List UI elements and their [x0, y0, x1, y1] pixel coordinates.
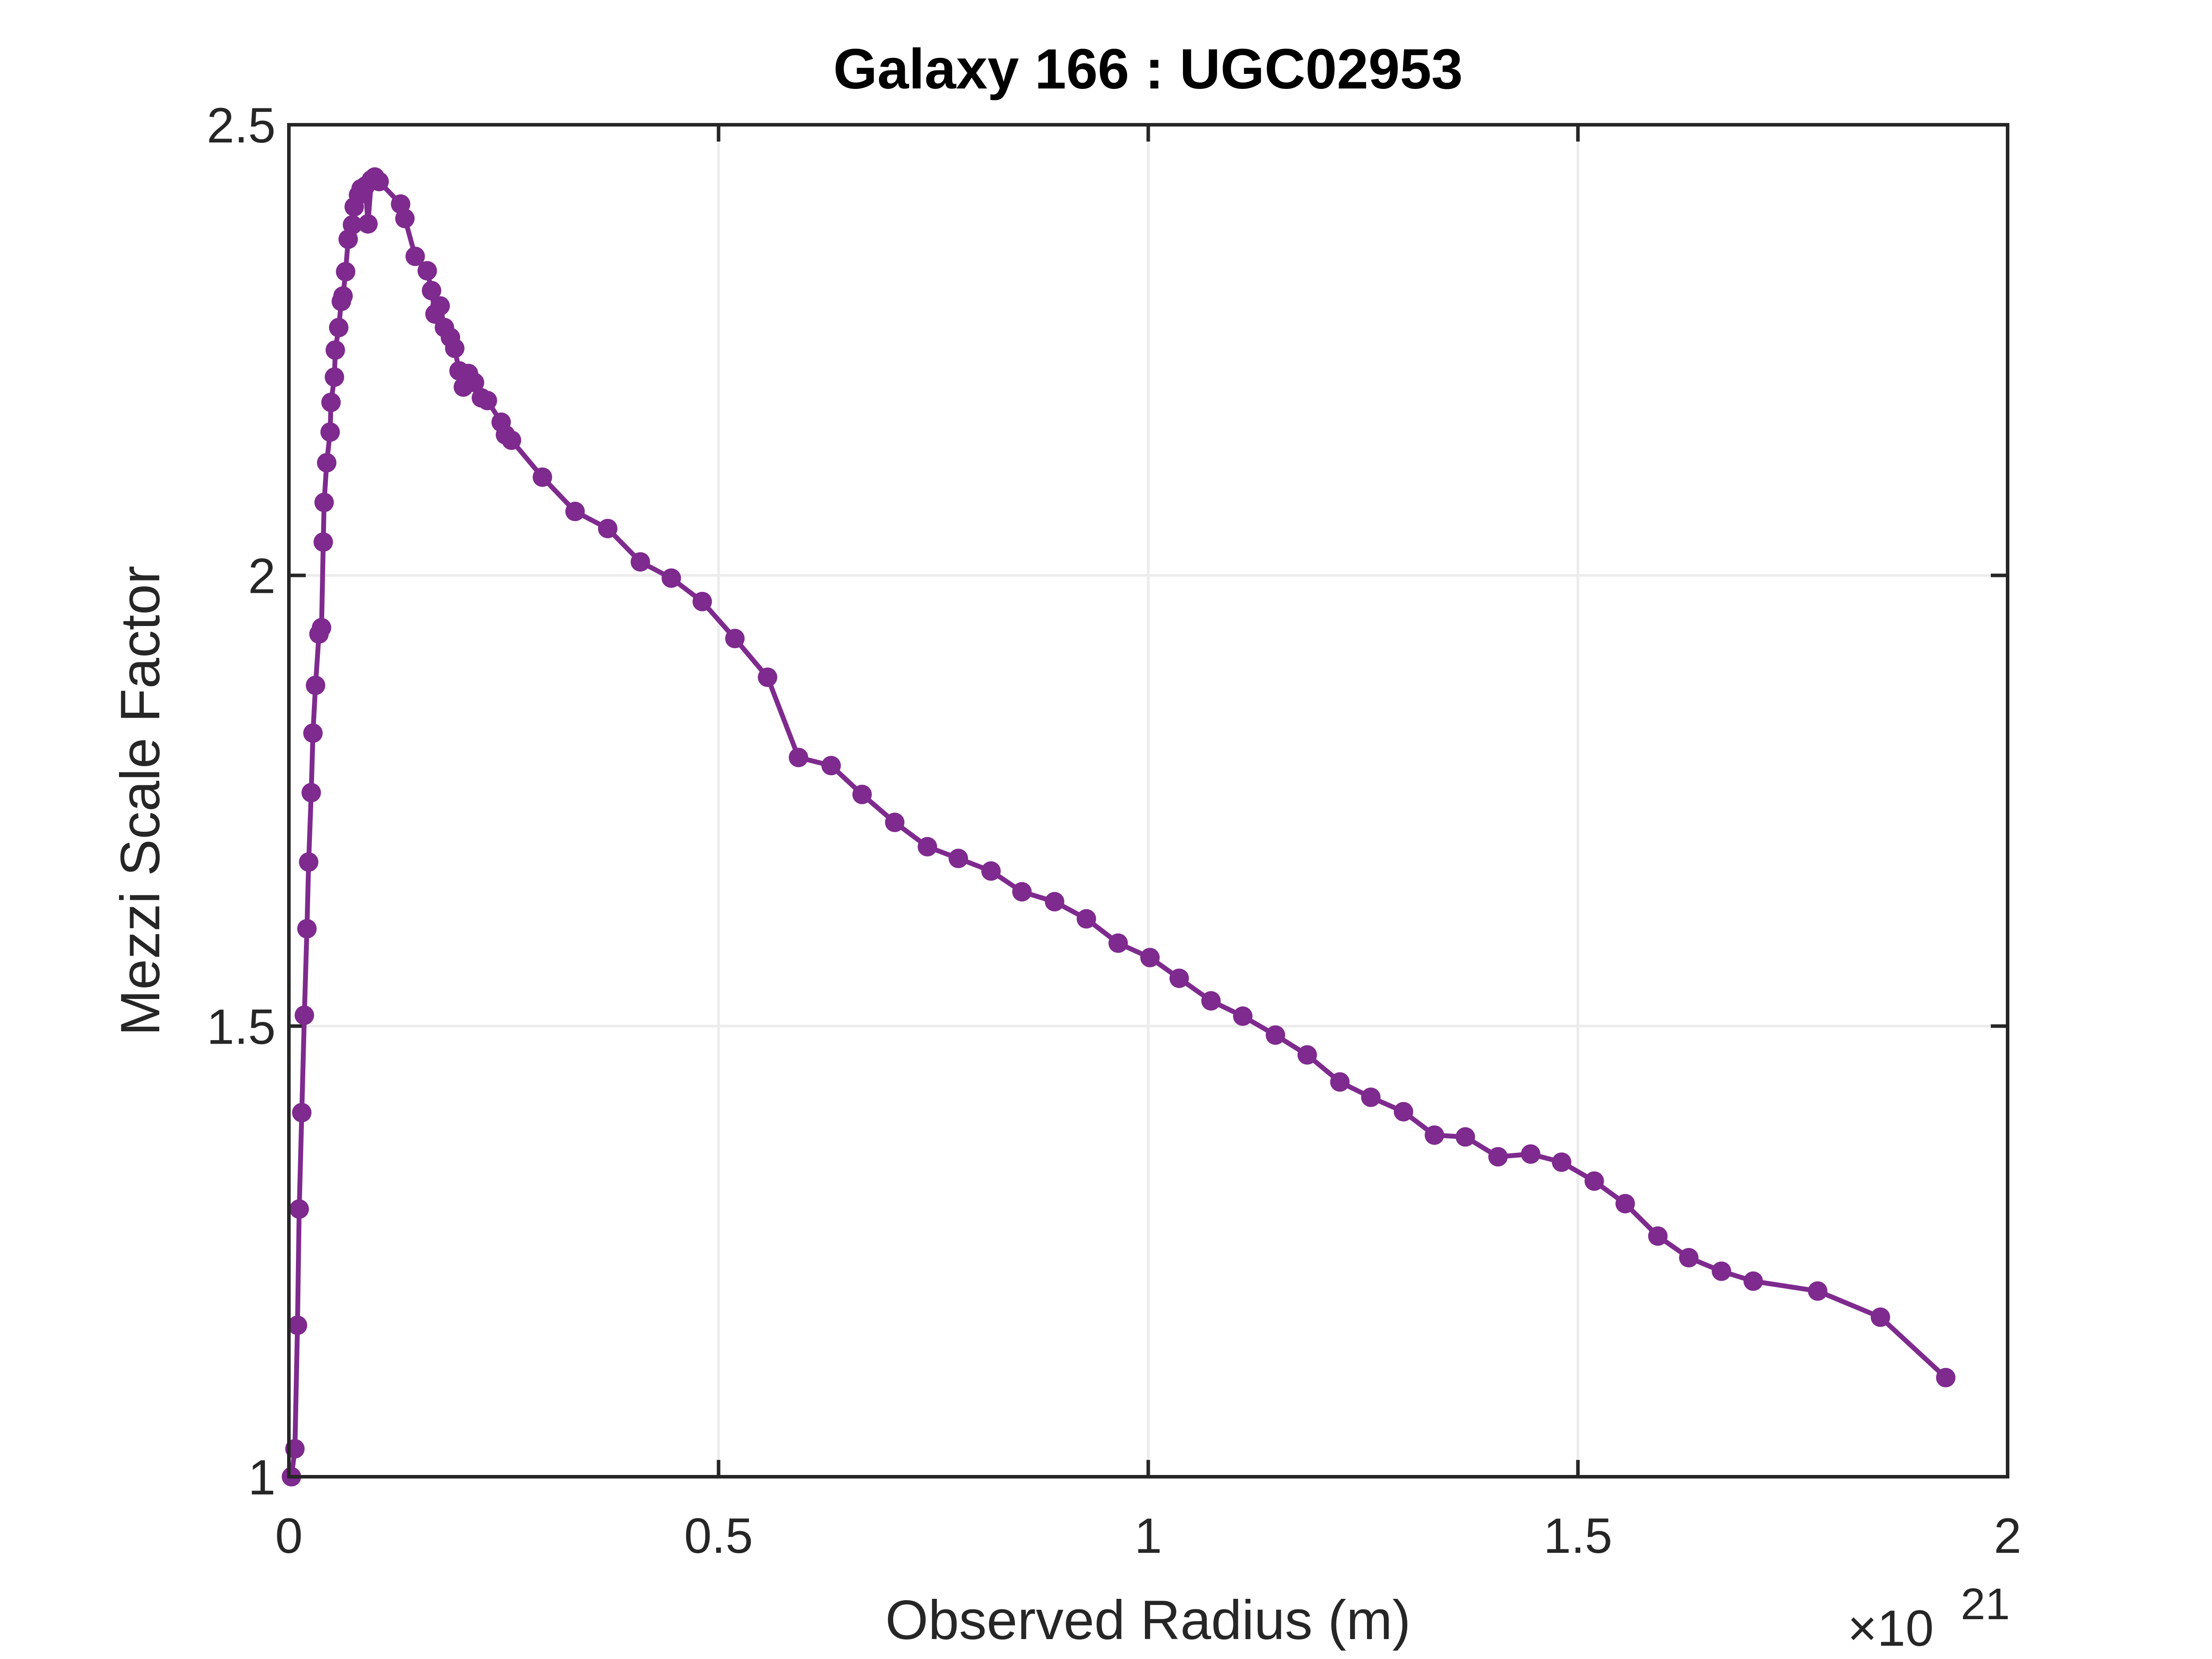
data-point [565, 502, 585, 522]
data-point [1012, 882, 1032, 902]
data-point [294, 1005, 314, 1025]
y-tick-label: 2.5 [207, 98, 276, 153]
data-point [692, 591, 712, 611]
data-point [949, 849, 968, 868]
data-point [1870, 1307, 1890, 1327]
chart-title: Galaxy 166 : UGC02953 [833, 38, 1463, 101]
x-multiplier-base: ×10 [1847, 1600, 1934, 1657]
data-point [1108, 933, 1128, 953]
data-point [405, 246, 425, 266]
data-point [1076, 909, 1096, 929]
data-point [336, 262, 356, 282]
data-point [299, 852, 319, 872]
data-point [325, 340, 345, 360]
data-point [1425, 1125, 1444, 1145]
y-tick-label: 2 [248, 549, 276, 604]
data-point [1455, 1127, 1475, 1147]
data-point [313, 532, 333, 552]
data-point [852, 784, 872, 804]
x-multiplier-exponent: 21 [1961, 1579, 2010, 1629]
data-point [417, 261, 437, 281]
data-point [358, 214, 378, 234]
data-point [297, 919, 317, 939]
data-point [324, 367, 344, 387]
data-point [477, 391, 497, 411]
data-point [1521, 1144, 1540, 1164]
data-point [1330, 1072, 1350, 1092]
data-point [289, 1199, 309, 1219]
data-point [1743, 1271, 1763, 1291]
data-point [306, 676, 326, 695]
data-point [333, 286, 353, 306]
y-axis-label: Mezzi Scale Factor [110, 566, 171, 1036]
data-point [1361, 1087, 1381, 1107]
axes-frame [287, 123, 2009, 1479]
data-point [1808, 1281, 1828, 1301]
data-point [320, 422, 340, 442]
x-tick-label: 0 [275, 1508, 303, 1563]
data-point [981, 861, 1001, 881]
data-point [311, 618, 331, 637]
data-point [1045, 892, 1064, 912]
data-point [1169, 968, 1189, 988]
data-point [314, 492, 334, 512]
data-point [725, 629, 745, 649]
y-tick-label: 1 [248, 1450, 276, 1505]
data-point [533, 467, 553, 487]
data-point [288, 1315, 307, 1335]
x-axis-label: Observed Radius (m) [885, 1590, 1411, 1651]
data-point [301, 783, 321, 803]
data-point [885, 812, 905, 832]
data-point [329, 318, 349, 338]
data-point [630, 552, 650, 572]
data-point [1584, 1171, 1604, 1191]
data-point [321, 392, 341, 412]
data-point [598, 518, 618, 538]
data-point [342, 215, 362, 235]
data-point [422, 280, 442, 300]
data-point [465, 373, 484, 392]
data-point [1297, 1045, 1317, 1065]
data-point [1394, 1102, 1413, 1121]
data-point [1712, 1261, 1732, 1281]
data-point [445, 338, 465, 358]
data-point [1648, 1226, 1668, 1246]
data-point [317, 453, 337, 472]
data-point [502, 430, 522, 450]
x-tick-label: 0.5 [684, 1508, 753, 1563]
data-point [303, 723, 323, 743]
x-tick-label: 2 [1994, 1508, 2021, 1563]
data-point [821, 756, 841, 776]
data-point [788, 748, 808, 768]
x-tick-label: 1 [1134, 1508, 1162, 1563]
data-point [395, 208, 415, 228]
data-point [1201, 991, 1221, 1011]
data-point [661, 568, 681, 588]
data-point [757, 667, 777, 687]
data-point [1265, 1025, 1285, 1045]
data-point [430, 296, 450, 316]
data-point [1936, 1367, 1956, 1387]
data-point [1140, 948, 1160, 968]
data-point [1233, 1006, 1253, 1026]
x-tick-label: 1.5 [1544, 1508, 1613, 1563]
data-point [292, 1102, 312, 1122]
data-point [1551, 1152, 1571, 1172]
y-tick-label: 1.5 [207, 999, 276, 1054]
data-point [369, 172, 389, 192]
data-point [918, 837, 937, 856]
data-point [1615, 1194, 1635, 1214]
data-point [1488, 1147, 1508, 1167]
data-point [1679, 1248, 1699, 1267]
